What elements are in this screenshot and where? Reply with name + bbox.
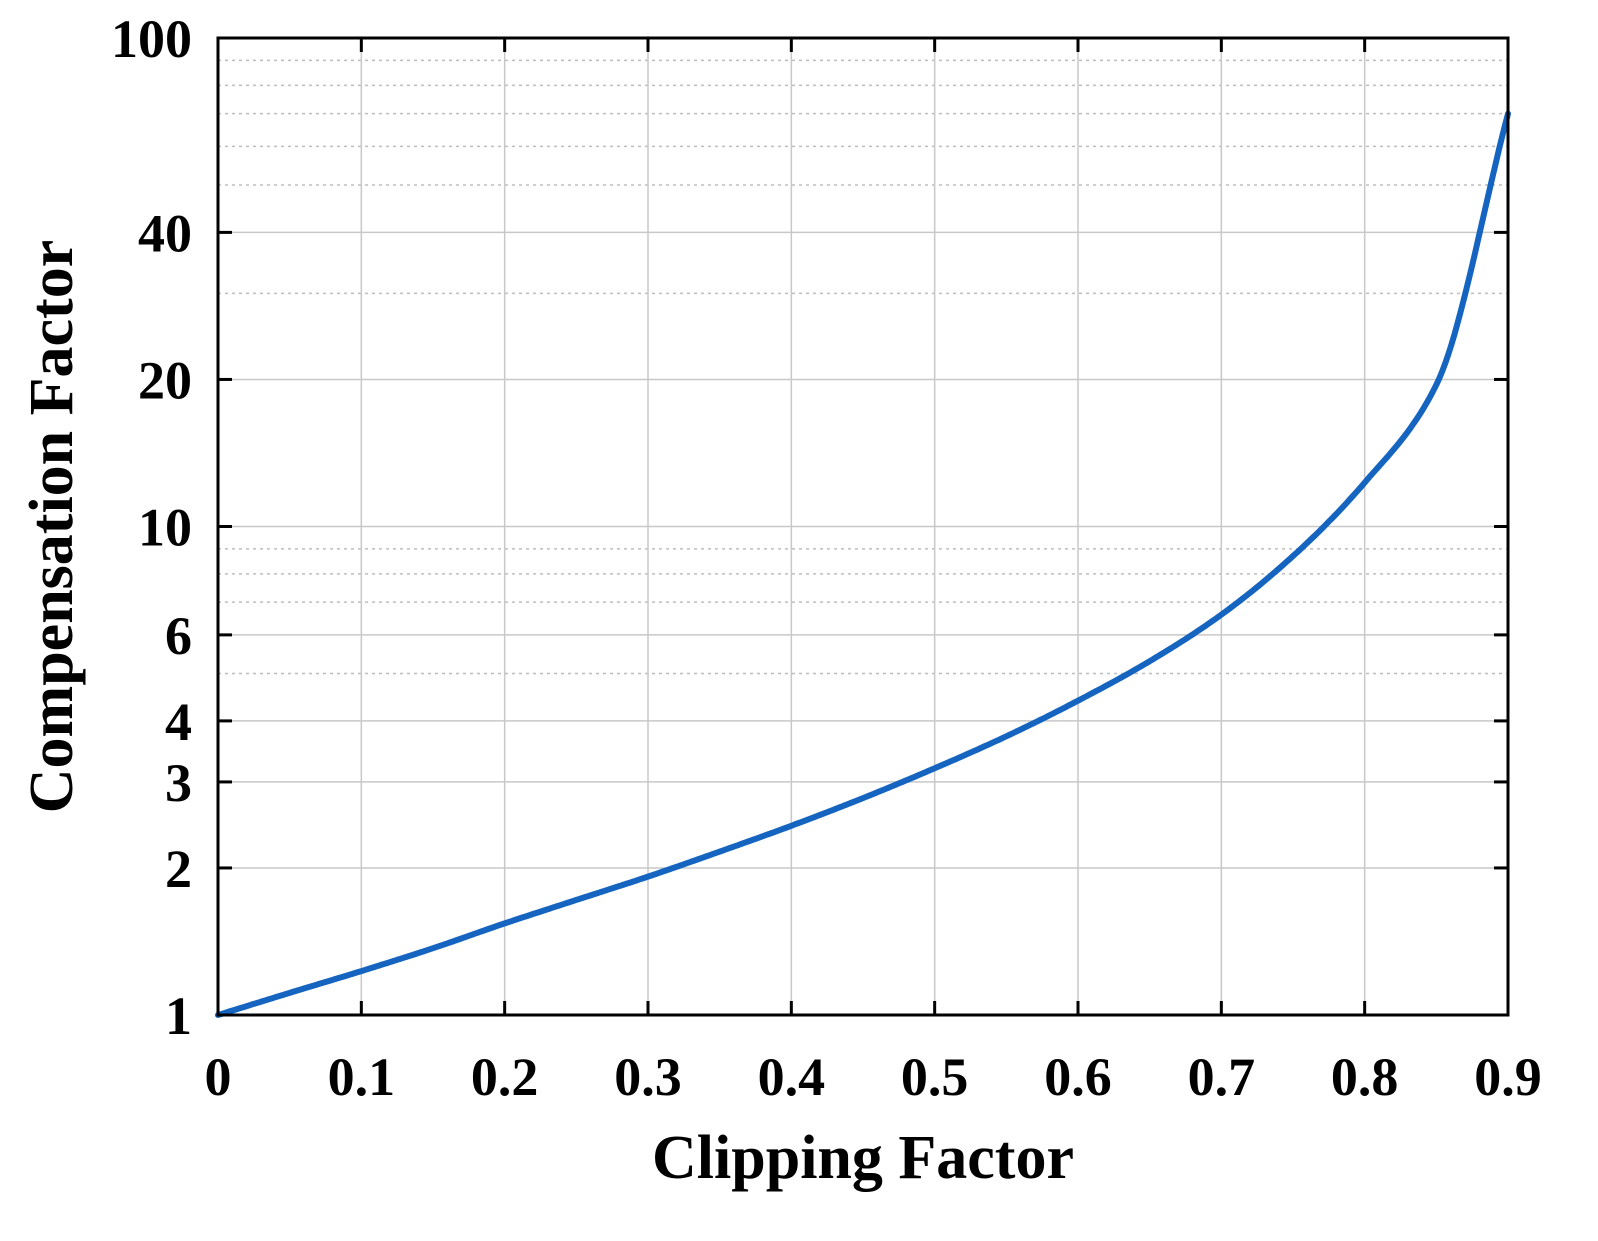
series-layer: [215, 110, 1511, 1018]
x-tick-label: 0: [205, 1047, 232, 1107]
tick-labels: 1 2 34 6 10 20 40 100 0 0.1 0.2 0.3 0.4 0.5 0.6 0.7 0.8 0…: [111, 9, 1542, 1107]
x-tick-label: 0.3: [614, 1047, 682, 1107]
y-tick-label: 10: [138, 498, 192, 558]
y-tick-label: 20: [138, 350, 192, 410]
x-tick-label: 0.1: [328, 1047, 396, 1107]
y-tick-label: 1: [165, 986, 192, 1046]
x-tick-label: 0.5: [901, 1047, 969, 1107]
y-axis-title: Compensation Factor: [18, 240, 86, 813]
y-tick-label: 6: [165, 606, 192, 666]
x-tick-label: 0.6: [1044, 1047, 1112, 1107]
x-axis-title: Clipping Factor: [652, 1124, 1074, 1192]
x-tick-label: 0.9: [1474, 1047, 1542, 1107]
y-tick-label: 4: [165, 692, 192, 752]
grid: [218, 38, 1508, 1015]
x-tick-label: 0.4: [758, 1047, 826, 1107]
series-line: [215, 110, 1511, 1018]
y-tick-label: 100: [111, 9, 192, 69]
x-tick-label: 0.2: [471, 1047, 539, 1107]
tick-marks: [216, 36, 1510, 1017]
y-tick-label: 40: [138, 203, 192, 263]
x-tick-label: 0.7: [1188, 1047, 1256, 1107]
y-tick-label: 2: [165, 839, 192, 899]
x-tick-label: 0.8: [1331, 1047, 1399, 1107]
y-tick-label: 3: [165, 753, 192, 813]
